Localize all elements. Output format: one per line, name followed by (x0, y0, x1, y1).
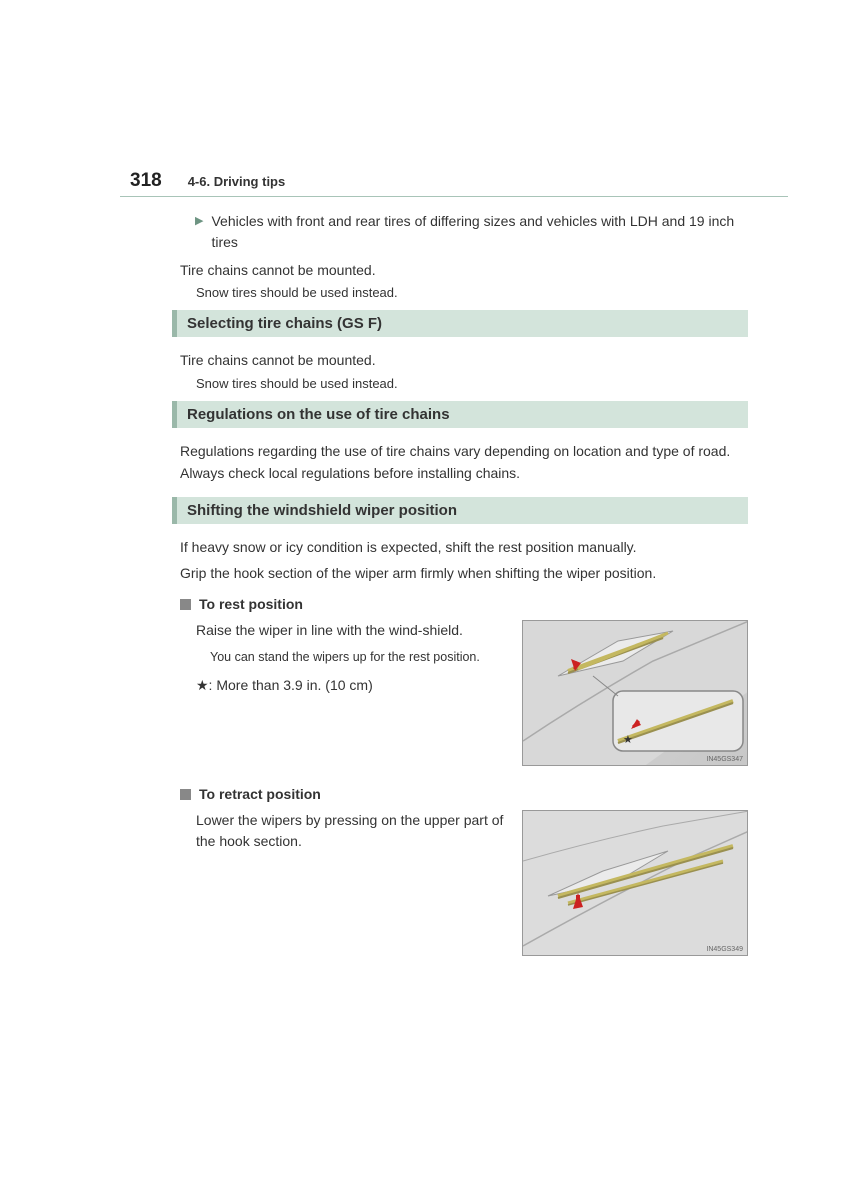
section-label: 4-6. Driving tips (188, 174, 286, 189)
intro-bullet: ▶ Vehicles with front and rear tires of … (195, 211, 748, 253)
sub1-content: Raise the wiper in line with the wind-sh… (196, 620, 748, 766)
sub2-title-row: To retract position (180, 786, 748, 802)
page-content: 318 4-6. Driving tips ▶ Vehicles with fr… (0, 0, 848, 956)
sub2-illustration: IN45GS349 (522, 810, 748, 956)
sub1-text-column: Raise the wiper in line with the wind-sh… (196, 620, 508, 766)
intro-bullet-text: Vehicles with front and rear tires of di… (211, 211, 748, 253)
sub1-p2: You can stand the wipers up for the rest… (210, 649, 508, 667)
section-heading-1: Selecting tire chains (GS F) (172, 310, 748, 337)
page-header: 318 4-6. Driving tips (120, 170, 788, 197)
section3-line1: If heavy snow or icy condition is expect… (180, 536, 748, 558)
sub2-content: Lower the wipers by pressing on the uppe… (196, 810, 748, 956)
sub1-title: To rest position (199, 596, 303, 612)
square-bullet-icon (180, 789, 191, 800)
section-heading-2: Regulations on the use of tire chains (172, 401, 748, 428)
section1-line2: Snow tires should be used instead. (196, 376, 748, 391)
section3-line2: Grip the hook section of the wiper arm f… (180, 562, 748, 584)
svg-text:★: ★ (623, 734, 633, 746)
sub1-p3: ★: More than 3.9 in. (10 cm) (196, 677, 508, 694)
section2-text: Regulations regarding the use of tire ch… (180, 440, 748, 485)
wiper-retract-diagram (523, 811, 748, 956)
square-bullet-icon (180, 599, 191, 610)
sub1-illustration: ★ IN45GS347 (522, 620, 748, 766)
section-heading-3: Shifting the windshield wiper position (172, 497, 748, 524)
illus2-id: IN45GS349 (706, 946, 743, 953)
sub1-title-row: To rest position (180, 596, 748, 612)
sub2-text-column: Lower the wipers by pressing on the uppe… (196, 810, 508, 956)
illus1-id: IN45GS347 (706, 756, 743, 763)
intro-line2: Snow tires should be used instead. (196, 285, 748, 300)
sub2-p1: Lower the wipers by pressing on the uppe… (196, 810, 508, 852)
sub1-p1: Raise the wiper in line with the wind-sh… (196, 620, 508, 641)
triangle-icon: ▶ (195, 214, 203, 253)
section1-line1: Tire chains cannot be mounted. (180, 349, 748, 371)
wiper-rest-diagram: ★ (523, 621, 748, 766)
intro-line1: Tire chains cannot be mounted. (180, 259, 748, 281)
sub2-title: To retract position (199, 786, 321, 802)
page-number: 318 (130, 170, 162, 192)
